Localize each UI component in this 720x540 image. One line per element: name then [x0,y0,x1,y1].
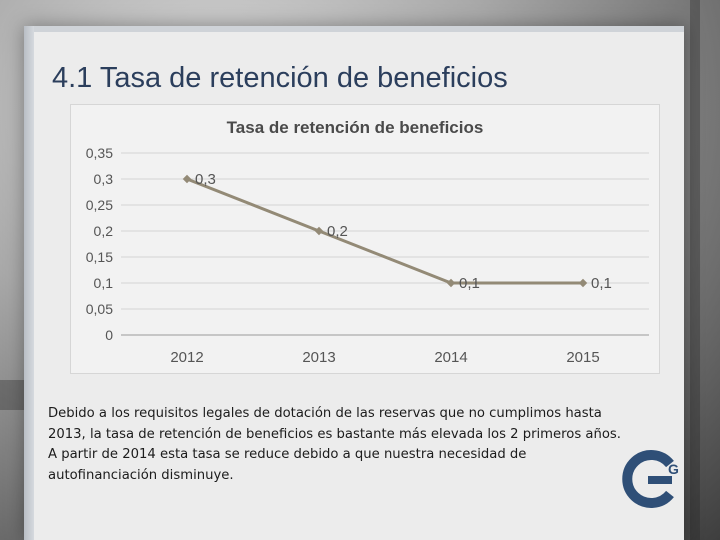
slide-title: 4.1 Tasa de retención de beneficios [52,62,508,94]
y-tick-label: 0,25 [86,197,113,213]
data-point [578,278,588,288]
series-line [186,177,583,285]
y-tick-label: 0 [105,327,113,343]
x-tick-label: 2013 [302,349,335,366]
body-line: A partir de 2014 esta tasa se reduce deb… [48,447,527,462]
data-point [446,278,456,288]
chart-container: Tasa de retención de beneficios 0 0,05 0,1 0… [70,104,660,374]
body-line: autofinanciación disminuye. [48,467,234,483]
x-tick-label: 2012 [170,349,203,366]
data-point [314,226,324,236]
y-tick-label: 0,3 [94,171,114,187]
chart-title: Tasa de retención de beneficios [227,118,484,137]
slide-body-text: Debido a los requisitos legales de dotac… [48,404,688,486]
x-tick-label: 2015 [566,349,599,366]
body-line: Debido a los requisitos legales de dotac… [48,406,602,421]
x-tick-label: 2014 [434,349,467,366]
slide-top-bar [24,26,684,32]
line-chart: Tasa de retención de beneficios 0 0,05 0,1 0… [86,118,649,366]
data-label: 0,1 [591,275,612,292]
y-tick-label: 0,1 [94,275,114,291]
data-label: 0,3 [195,171,216,188]
logo-g-icon: G [622,450,679,508]
y-tick-label: 0,2 [94,223,114,239]
logo-letter: G [668,461,679,477]
data-label: 0,1 [459,275,480,292]
body-line: 2013, la tasa de retención de beneficios… [48,426,621,442]
y-tick-label: 0,35 [86,145,113,161]
data-point [182,174,192,184]
y-tick-label: 0,15 [86,249,113,265]
data-label: 0,2 [327,223,348,240]
y-tick-label: 0,05 [86,301,113,317]
slide: 4.1 Tasa de retención de beneficios Tasa… [24,26,684,540]
slide-left-bar [24,26,34,540]
